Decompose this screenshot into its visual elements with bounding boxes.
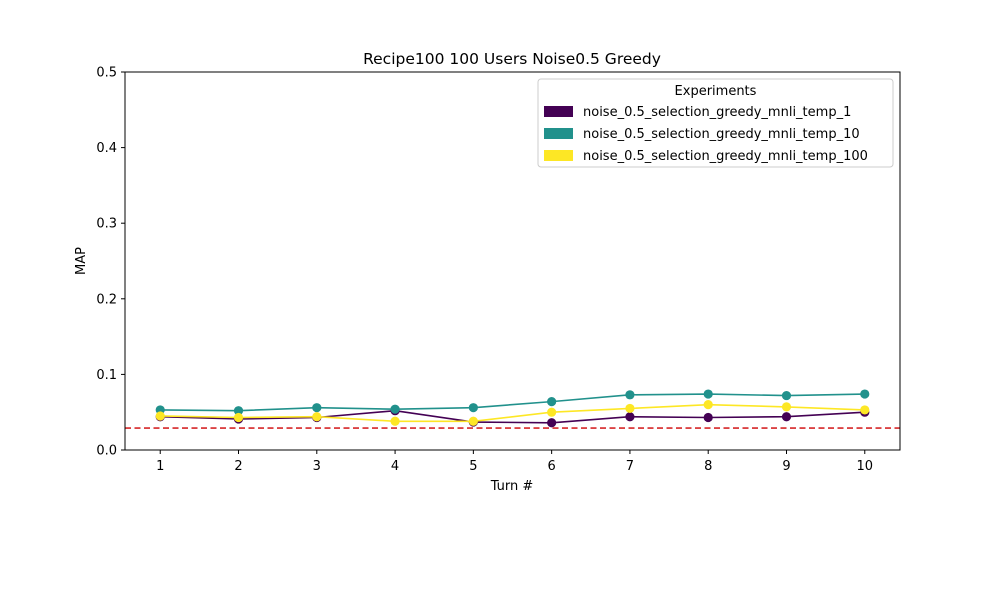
legend: Experiments noise_0.5_selection_greedy_m…: [537, 78, 894, 168]
y-tick-label: 0.5: [96, 66, 117, 81]
legend-label: noise_0.5_selection_greedy_mnli_temp_10: [583, 127, 860, 142]
data-point: [703, 400, 713, 410]
data-point: [312, 412, 322, 422]
chart-title: Recipe100 100 Users Noise0.5 Greedy: [363, 50, 661, 68]
data-point: [547, 397, 557, 407]
x-tick-label: 6: [548, 459, 556, 474]
data-point: [233, 406, 244, 416]
x-tick-label: 2: [234, 459, 242, 474]
data-point: [860, 405, 870, 415]
data-point: [625, 412, 635, 422]
legend-box: [537, 78, 894, 168]
series-line: [160, 403, 865, 423]
series-group: [155, 389, 870, 428]
data-point: [312, 403, 322, 413]
y-axis-label: MAP: [74, 247, 89, 275]
x-tick-label: 10: [856, 459, 873, 474]
x-tick-label: 5: [469, 459, 477, 474]
series-line: [160, 393, 865, 412]
y-tick-label: 0.3: [96, 217, 117, 232]
y-axis-ticks: 0.0 0.1 0.2 0.3 0.4 0.5: [96, 66, 125, 459]
legend-swatch: [544, 150, 573, 161]
data-point: [625, 390, 635, 400]
data-point: [625, 403, 635, 414]
data-point: [547, 418, 557, 428]
series-group-item: [155, 389, 870, 416]
x-tick-label: 1: [156, 459, 164, 474]
series-line: [160, 409, 865, 424]
legend-label: noise_0.5_selection_greedy_mnli_temp_1: [583, 105, 851, 120]
y-tick-label: 0.2: [96, 292, 117, 307]
plot-frame: [124, 71, 901, 451]
data-point: [468, 403, 478, 413]
legend-items: noise_0.5_selection_greedy_mnli_temp_1no…: [544, 105, 868, 164]
data-point: [860, 389, 870, 399]
data-point: [703, 412, 713, 423]
x-tick-label: 8: [704, 459, 712, 474]
x-axis-label: Turn #: [490, 479, 534, 494]
x-tick-label: 7: [626, 459, 634, 474]
legend-label: noise_0.5_selection_greedy_mnli_temp_100: [583, 149, 868, 164]
data-point: [155, 411, 165, 421]
data-point: [390, 404, 400, 414]
data-point: [781, 402, 792, 412]
x-tick-label: 3: [313, 459, 321, 474]
data-point: [468, 416, 478, 426]
data-point: [781, 412, 792, 422]
data-point: [703, 389, 713, 399]
data-point: [390, 416, 400, 426]
legend-title: Experiments: [675, 84, 757, 99]
legend-swatch: [544, 128, 573, 139]
y-tick-label: 0.1: [96, 368, 117, 383]
y-tick-label: 0.0: [96, 444, 117, 459]
x-tick-label: 9: [782, 459, 790, 474]
series-group-item: [155, 400, 870, 426]
x-tick-label: 4: [391, 459, 399, 474]
data-point: [547, 407, 557, 417]
x-axis-ticks: 1 2 3 4 5 6 7 8 9 10: [156, 450, 873, 474]
legend-swatch: [544, 106, 573, 117]
data-point: [781, 390, 792, 401]
y-tick-label: 0.4: [96, 141, 117, 156]
data-point: [233, 412, 244, 423]
